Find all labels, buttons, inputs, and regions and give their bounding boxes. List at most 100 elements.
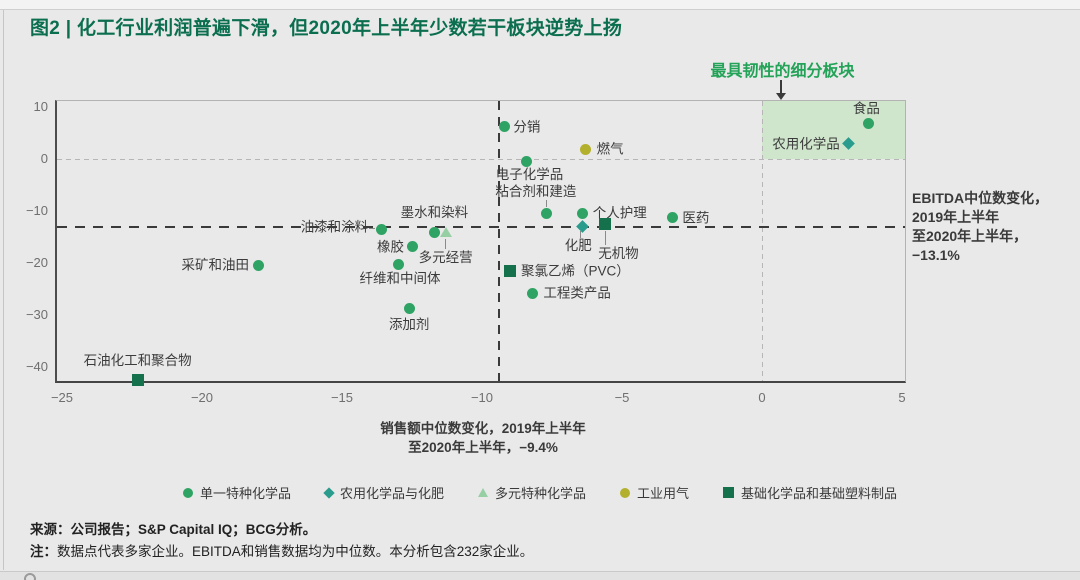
x-tick-label: −10: [470, 390, 494, 405]
x-tick-label: −15: [330, 390, 354, 405]
data-point: [862, 117, 874, 129]
x-tick-label: −25: [50, 390, 74, 405]
legend-label: 多元特种化学品: [494, 486, 586, 501]
x-tick-label: −20: [190, 390, 214, 405]
data-point: [131, 374, 144, 386]
note-label: 注：: [30, 544, 57, 559]
x-tick-label: 0: [758, 390, 766, 405]
note-text: 数据点代表多家企业。EBITDA和销售数据均为中位数。本分析包含232家企业。: [57, 544, 534, 559]
footer: 来源：公司报告；S&P Capital IQ；BCG分析。 注：数据点代表多家企…: [30, 519, 533, 563]
data-point: [403, 302, 415, 314]
data-point-label: 燃气: [596, 141, 624, 157]
data-point-label: 医药: [682, 210, 710, 226]
zero-line-vertical: [761, 101, 763, 381]
x-axis-title: 销售额中位数变化，2019年上半年 至2020年上半年，−9.4%: [283, 419, 683, 457]
legend-item: 工业用气: [620, 483, 689, 502]
legend-label: 工业用气: [637, 486, 690, 501]
y-axis-annotation-line3: 至2020年上半年，: [912, 228, 1028, 244]
data-point-label: 纤维和中间体: [359, 271, 441, 287]
window-bottom-edge: [0, 571, 1080, 580]
data-point: [406, 241, 418, 253]
data-point-label: 橡胶: [377, 239, 404, 255]
data-point-label: 电子化学品: [495, 167, 564, 183]
source-text: 公司报告；S&P Capital IQ；BCG分析。: [70, 522, 317, 537]
data-point-label: 农用化学品: [772, 136, 840, 152]
data-point-label: 多元经营: [418, 249, 473, 265]
data-point: [498, 121, 510, 133]
annotation-arrow-line: [780, 80, 782, 94]
figure-title: 图2 | 化工行业利润普遍下滑，但2020年上半年少数若干板块逆势上扬: [30, 18, 623, 39]
y-tick-label: −30: [25, 307, 48, 322]
data-point-label: 工程类产品: [543, 285, 611, 301]
data-point-label: 聚氯乙烯（PVC）: [521, 263, 630, 279]
source-line: 来源：公司报告；S&P Capital IQ；BCG分析。: [30, 519, 533, 541]
data-point: [439, 226, 452, 237]
data-point-label: 油漆和涂料: [300, 219, 369, 235]
note-line: 注：数据点代表多家企业。EBITDA和销售数据均为中位数。本分析包含232家企业…: [30, 541, 533, 563]
data-point: [580, 143, 592, 155]
leader-line: [445, 238, 447, 249]
triangle-legend-marker-icon: [477, 488, 488, 497]
leader-line: [369, 227, 376, 229]
data-point-label: 化肥: [564, 238, 592, 254]
legend-item: 多元特种化学品: [477, 483, 586, 502]
legend-label: 基础化学品和基础塑料制品: [741, 486, 898, 501]
legend-label: 单一特种化学品: [199, 486, 291, 501]
y-tick-label: −10: [25, 203, 48, 218]
sales-median-line: [497, 101, 500, 381]
x-tick-label: −5: [614, 390, 630, 405]
data-point-label: 个人护理: [592, 205, 647, 221]
y-tick-label: −20: [25, 255, 48, 270]
highlight-region: [762, 101, 905, 159]
leader-line: [604, 231, 606, 245]
y-axis-annotation: EBITDA中位数变化， 2019年上半年 至2020年上半年， −13.1%: [912, 189, 1048, 265]
data-point: [577, 207, 589, 219]
data-point-label: 食品: [852, 101, 880, 117]
data-point-label: 无机物: [598, 246, 639, 261]
data-point: [599, 218, 612, 230]
data-point: [375, 223, 387, 235]
data-point: [526, 287, 538, 299]
y-axis-annotation-line4: −13.1%: [912, 247, 960, 263]
ebitda-median-line: [57, 226, 905, 229]
data-point: [540, 207, 552, 219]
legend-label: 农用化学品与化肥: [339, 486, 444, 501]
y-axis-annotation-line2: 2019年上半年: [912, 209, 1000, 225]
window-top-edge: [0, 0, 1080, 10]
legend-item: 单一特种化学品: [182, 483, 291, 502]
source-label: 来源：: [30, 522, 71, 537]
x-axis-title-line2: 至2020年上半年，−9.4%: [408, 440, 558, 455]
data-point-label: 添加剂: [388, 317, 430, 333]
zero-line-horizontal: [57, 158, 905, 160]
scatter-plot: 食品 农用化学品 分销 燃气 电子化学品 粘合剂和建造 个人护理 医药 化肥 无机物 墨水和染料 多元…: [55, 100, 906, 386]
data-point: [428, 227, 440, 239]
y-tick-label: −40: [25, 359, 48, 374]
resilience-annotation: 最具韧性的细分板块: [710, 63, 855, 80]
y-tick-label: 10: [33, 99, 48, 114]
data-point: [392, 258, 404, 270]
data-point: [504, 264, 516, 277]
leader-line: [545, 200, 547, 208]
window-left-edge: [3, 10, 4, 570]
data-point-label: 采矿和油田: [181, 257, 250, 273]
y-tick-label: 0: [40, 151, 48, 166]
x-tick-label: 5: [898, 390, 906, 405]
data-point: [252, 259, 264, 271]
data-point: [666, 212, 678, 224]
diamond-legend-marker-icon: [323, 486, 335, 499]
circle-legend-marker-icon: [182, 487, 193, 498]
x-axis-title-line1: 销售额中位数变化，2019年上半年: [380, 421, 586, 436]
data-point: [521, 155, 533, 167]
data-point-label: 墨水和染料: [400, 204, 469, 220]
square-legend-marker-icon: [723, 487, 735, 498]
legend-item: 农用化学品与化肥: [323, 483, 444, 502]
data-point: [576, 219, 590, 233]
legend: 单一特种化学品 农用化学品与化肥 多元特种化学品 工业用气 基础化学品和基础塑料制品: [0, 483, 1080, 502]
circle-legend-marker-icon: [620, 487, 630, 498]
y-axis-annotation-line1: EBITDA中位数变化，: [912, 190, 1049, 206]
data-point-label: 石油化工和聚合物: [83, 353, 192, 368]
window-corner-notch: [24, 573, 36, 580]
leader-line: [580, 231, 582, 239]
legend-item: 基础化学品和基础塑料制品: [723, 483, 897, 502]
